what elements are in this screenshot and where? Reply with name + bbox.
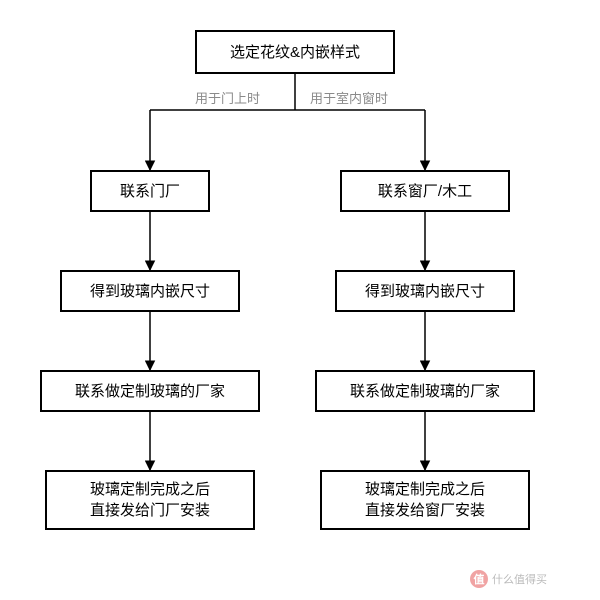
watermark-text: 什么值得买 — [492, 571, 547, 587]
node-root: 选定花纹&内嵌样式 — [195, 30, 395, 74]
node-l1: 联系门厂 — [90, 170, 210, 212]
node-l2: 得到玻璃内嵌尺寸 — [60, 270, 240, 312]
node-r1: 联系窗厂/木工 — [340, 170, 510, 212]
watermark: 值 什么值得买 — [470, 570, 547, 588]
node-r3: 联系做定制玻璃的厂家 — [315, 370, 535, 412]
watermark-icon: 值 — [470, 570, 488, 588]
node-r2: 得到玻璃内嵌尺寸 — [335, 270, 515, 312]
edge-label-right: 用于室内窗时 — [310, 88, 388, 107]
node-l4: 玻璃定制完成之后 直接发给门厂安装 — [45, 470, 255, 530]
node-r4: 玻璃定制完成之后 直接发给窗厂安装 — [320, 470, 530, 530]
edge-label-left: 用于门上时 — [195, 88, 260, 107]
node-l3: 联系做定制玻璃的厂家 — [40, 370, 260, 412]
